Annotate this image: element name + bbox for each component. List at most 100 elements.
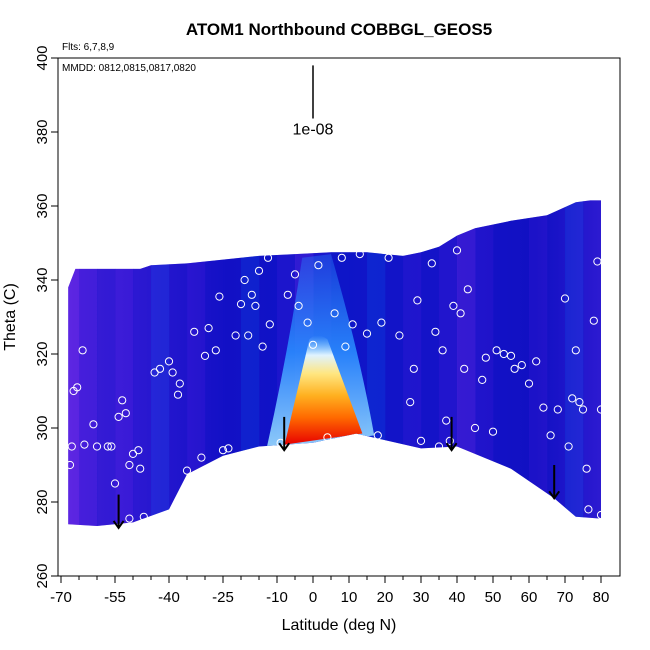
scatter-point bbox=[155, 364, 165, 373]
y-tick-label: 380 bbox=[34, 119, 51, 144]
field-band bbox=[187, 200, 206, 526]
field-bands bbox=[68, 58, 638, 576]
scatter-point bbox=[103, 442, 112, 451]
scatter-point bbox=[377, 318, 386, 327]
scatter-point bbox=[546, 431, 555, 440]
scatter-point bbox=[571, 346, 580, 355]
arrows bbox=[112, 416, 561, 530]
scatter-point bbox=[355, 250, 364, 259]
scatter-point bbox=[427, 259, 436, 268]
scatter-point bbox=[254, 266, 264, 275]
scatter-point bbox=[463, 285, 472, 294]
scatter-point bbox=[539, 403, 548, 412]
scatter-point bbox=[80, 440, 89, 449]
scatter-point bbox=[168, 368, 177, 377]
scatter-point bbox=[204, 324, 213, 333]
x-tick-label: -10 bbox=[266, 589, 288, 606]
scatter-point bbox=[395, 331, 404, 340]
x-tick-label: 60 bbox=[521, 589, 538, 606]
y-tick-label: 280 bbox=[34, 489, 51, 514]
scatter-point bbox=[478, 375, 487, 384]
scatter-point bbox=[442, 416, 451, 425]
scatter-point bbox=[373, 431, 382, 440]
scatter-point bbox=[67, 442, 76, 451]
scatter-point bbox=[92, 442, 102, 451]
y-tick-label: 340 bbox=[34, 267, 51, 292]
x-tick-label: 0 bbox=[309, 589, 317, 606]
scatter-point bbox=[240, 275, 249, 285]
arrow-head bbox=[445, 442, 458, 452]
field-band bbox=[619, 58, 638, 576]
x-tick-label: 50 bbox=[485, 589, 502, 606]
field-band bbox=[547, 200, 566, 526]
field-band bbox=[403, 200, 422, 526]
y-tick-label: 360 bbox=[34, 193, 51, 218]
field-band bbox=[565, 200, 584, 526]
field-band bbox=[439, 200, 458, 526]
y-axis: 260 280 300 320 340 360 380 400 bbox=[34, 45, 58, 589]
scatter-point bbox=[452, 246, 462, 255]
scatter-point bbox=[406, 398, 415, 407]
scatter-point bbox=[265, 320, 274, 329]
scatter-point bbox=[348, 320, 357, 329]
scatter-point bbox=[150, 368, 159, 377]
scatter-point bbox=[121, 409, 130, 418]
field-band bbox=[493, 200, 512, 526]
scatter-point bbox=[175, 379, 184, 388]
x-tick-label: -40 bbox=[158, 589, 180, 606]
x-tick-label: 80 bbox=[593, 589, 610, 606]
scatter-point bbox=[413, 296, 422, 305]
field-band bbox=[421, 200, 440, 526]
scatter-point bbox=[341, 342, 350, 351]
scatter-point bbox=[182, 466, 192, 475]
scatter-point bbox=[445, 436, 454, 445]
scatter-point bbox=[263, 253, 273, 262]
scatter-point bbox=[283, 290, 292, 299]
scatter-point bbox=[173, 390, 183, 399]
scatter-point bbox=[190, 327, 199, 336]
scatter-points bbox=[65, 246, 606, 523]
y-tick-label: 320 bbox=[34, 341, 51, 366]
scatter-point bbox=[251, 301, 260, 310]
scatter-point bbox=[517, 361, 526, 370]
field-band bbox=[475, 200, 494, 526]
x-tick-label: 70 bbox=[557, 589, 574, 606]
scatter-point bbox=[218, 446, 228, 455]
scatter-point bbox=[125, 460, 134, 470]
scatter-point bbox=[510, 364, 519, 373]
arrow-head bbox=[548, 490, 561, 501]
scatter-point bbox=[114, 412, 123, 421]
scatter-point bbox=[231, 331, 240, 340]
scatter-point bbox=[139, 512, 148, 521]
scatter-point bbox=[564, 442, 573, 451]
scatter-point bbox=[488, 427, 498, 436]
arrow-head bbox=[278, 442, 291, 452]
scatter-point bbox=[247, 290, 256, 299]
scatter-point bbox=[134, 446, 143, 455]
scatter-point bbox=[303, 318, 312, 327]
scatter-point bbox=[125, 514, 134, 523]
scatter-point bbox=[118, 396, 127, 405]
field-band bbox=[133, 200, 152, 526]
scatter-point bbox=[409, 364, 418, 373]
scatter-point bbox=[589, 316, 598, 325]
scatter-point bbox=[434, 442, 444, 451]
x-tick-label: 20 bbox=[377, 589, 394, 606]
field-band bbox=[583, 200, 601, 526]
field-band bbox=[529, 200, 548, 526]
x-tick-label: 40 bbox=[449, 589, 466, 606]
scatter-point bbox=[337, 253, 346, 262]
scatter-point bbox=[362, 329, 372, 338]
x-tick-label: 30 bbox=[413, 589, 430, 606]
field-band bbox=[79, 200, 98, 526]
field-band bbox=[457, 200, 476, 526]
plot-frame bbox=[57, 57, 621, 577]
scatter-point bbox=[582, 464, 591, 473]
scatter-point bbox=[107, 442, 116, 451]
scatter-point bbox=[78, 346, 87, 355]
scatter-point bbox=[568, 394, 577, 403]
x-tick-label: -25 bbox=[212, 589, 234, 606]
scatter-point bbox=[481, 353, 490, 362]
scatter-point bbox=[73, 383, 82, 392]
